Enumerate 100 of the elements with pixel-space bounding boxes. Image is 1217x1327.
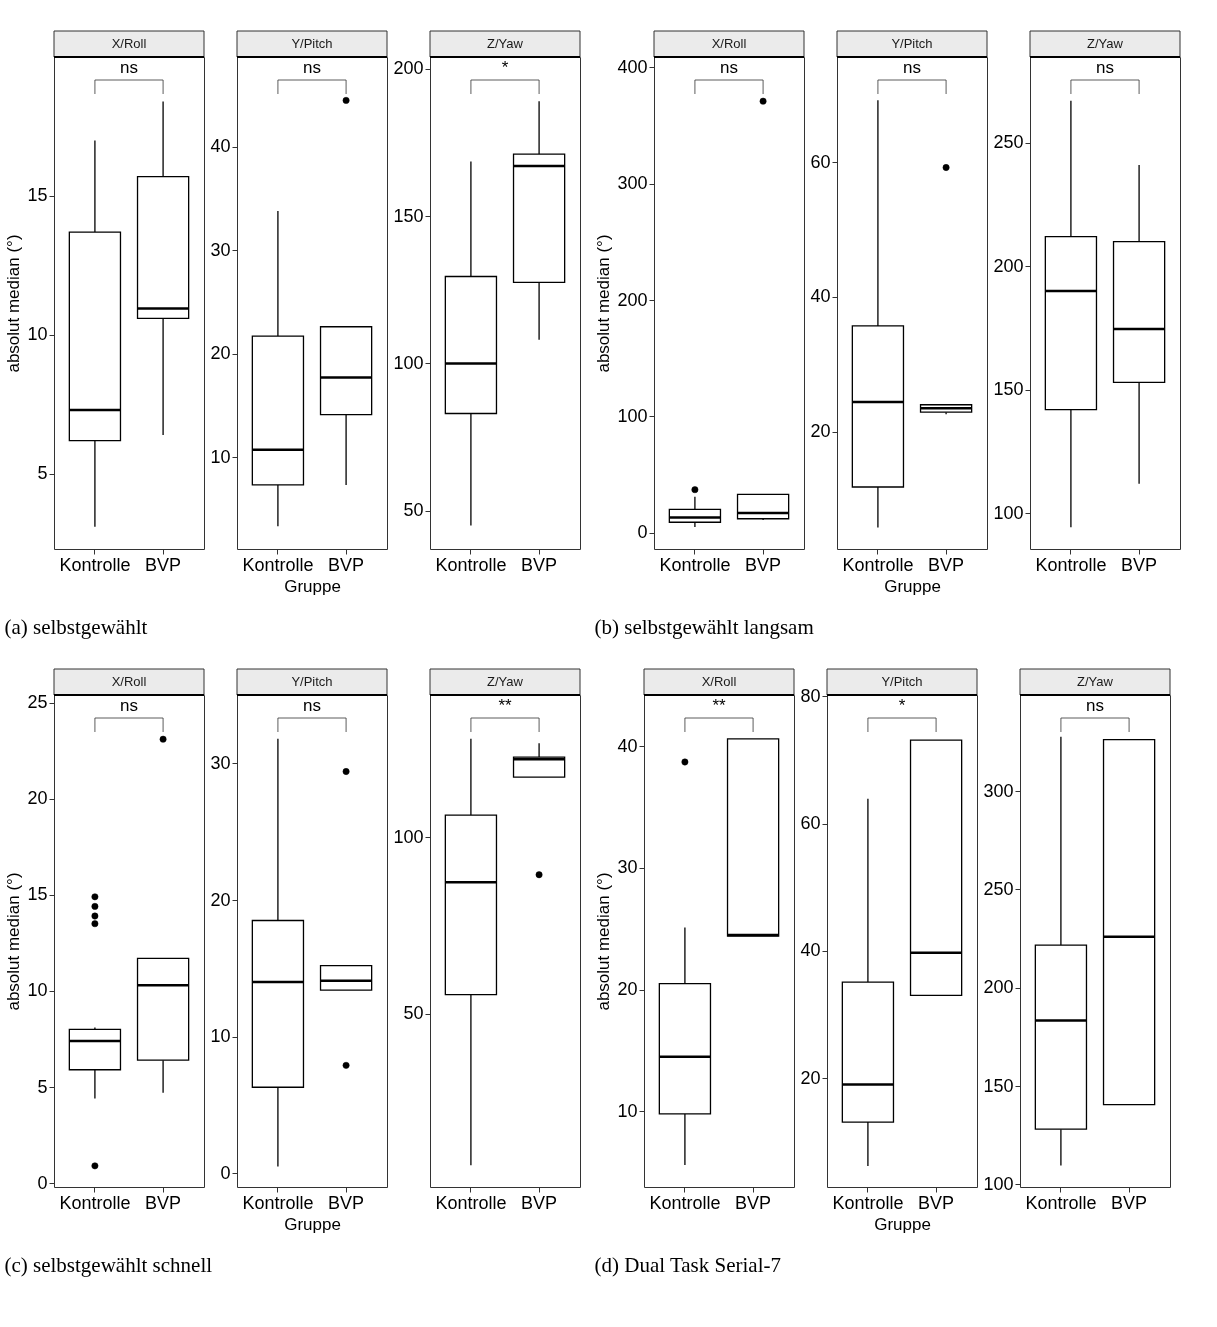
y-tick-label: 30 [210, 239, 231, 260]
y-tick-label: 150 [983, 1075, 1014, 1096]
y-tick-label: 100 [617, 405, 648, 426]
y-axis-title: absolut median (°) [4, 234, 24, 373]
y-tick-label: 100 [393, 352, 424, 373]
annotation: ns [1096, 58, 1114, 77]
annotation: ns [303, 58, 321, 77]
y-tick-label: 250 [993, 132, 1024, 153]
annotation: * [501, 58, 509, 77]
chart-title: Z/Yaw [487, 36, 524, 51]
chart-title: X/Roll [701, 674, 737, 689]
x-tick-label: Kontrolle [242, 554, 314, 575]
chart-title: X/Roll [711, 36, 747, 51]
y-axis-title: absolut median (°) [594, 234, 614, 373]
y-tick-label: 40 [810, 286, 831, 307]
x-tick-label: Kontrolle [59, 554, 131, 575]
x-tick-label: BVP [145, 1192, 182, 1213]
y-tick-label: 30 [210, 752, 231, 773]
y-tick-label: 10 [210, 1026, 231, 1047]
chart-title: X/Roll [111, 674, 147, 689]
y-tick-label: 200 [983, 977, 1014, 998]
x-tick-label: BVP [735, 1192, 772, 1213]
text: (a) selbstgewählt [4, 614, 148, 639]
x-tick-label: Kontrolle [435, 554, 507, 575]
chart-title: Y/Pitch [891, 36, 933, 51]
y-axis-title: absolut median (°) [594, 872, 614, 1011]
text: (b) selbstgewählt langsam [594, 614, 814, 639]
x-tick-label: BVP [328, 1192, 365, 1213]
y-tick-label: 150 [393, 205, 424, 226]
y-tick-label: 40 [210, 136, 231, 157]
y-tick-label: 0 [220, 1162, 231, 1183]
y-tick-label: 50 [403, 1003, 424, 1024]
y-tick-label: 20 [617, 979, 638, 1000]
annotation: ns [120, 696, 138, 715]
y-tick-label: 0 [637, 522, 648, 543]
x-tick-label: BVP [918, 1192, 955, 1213]
x-axis-title: Gruppe [874, 1214, 931, 1234]
y-tick-label: 20 [810, 421, 831, 442]
x-tick-label: BVP [521, 554, 558, 575]
chart-title: Y/Pitch [291, 36, 333, 51]
x-tick-label: Kontrolle [649, 1192, 721, 1213]
chart-title: Z/Yaw [1087, 36, 1124, 51]
x-tick-label: Kontrolle [1025, 1192, 1097, 1213]
annotation: ns [903, 58, 921, 77]
y-tick-label: 30 [617, 857, 638, 878]
chart-title: X/Roll [111, 36, 147, 51]
x-axis-title: Gruppe [884, 576, 941, 596]
x-tick-label: BVP [745, 554, 782, 575]
y-tick-label: 200 [393, 58, 424, 79]
y-tick-label: 300 [983, 780, 1014, 801]
y-tick-label: 10 [27, 980, 48, 1001]
y-tick-label: 20 [210, 343, 231, 364]
y-tick-label: 20 [800, 1067, 821, 1088]
x-tick-label: Kontrolle [842, 554, 914, 575]
y-tick-label: 100 [393, 826, 424, 847]
y-tick-label: 40 [617, 735, 638, 756]
x-tick-label: Kontrolle [59, 1192, 131, 1213]
x-tick-label: BVP [1111, 1192, 1148, 1213]
y-tick-label: 150 [993, 379, 1024, 400]
chart-title: Z/Yaw [1077, 674, 1114, 689]
y-tick-label: 20 [210, 889, 231, 910]
annotation: * [898, 696, 906, 715]
y-tick-label: 20 [27, 788, 48, 809]
chart-title: Z/Yaw [487, 674, 524, 689]
text: (d) Dual Task Serial-7 [594, 1252, 781, 1277]
y-tick-label: 40 [800, 940, 821, 961]
x-tick-label: Kontrolle [659, 554, 731, 575]
y-tick-label: 5 [37, 1076, 48, 1097]
x-tick-label: Kontrolle [242, 1192, 314, 1213]
x-tick-label: Kontrolle [832, 1192, 904, 1213]
y-tick-label: 10 [27, 324, 48, 345]
y-tick-label: 25 [27, 692, 48, 713]
annotation: ns [303, 696, 321, 715]
annotation: ** [712, 696, 726, 715]
x-axis-title: Gruppe [284, 576, 341, 596]
x-tick-label: Kontrolle [435, 1192, 507, 1213]
annotation: ns [1086, 696, 1104, 715]
x-tick-label: Kontrolle [1035, 554, 1107, 575]
annotation: ** [498, 696, 512, 715]
y-tick-label: 100 [983, 1173, 1014, 1194]
y-axis-title: absolut median (°) [4, 872, 24, 1011]
x-tick-label: BVP [521, 1192, 558, 1213]
y-tick-label: 100 [993, 502, 1024, 523]
y-tick-label: 200 [993, 255, 1024, 276]
y-tick-label: 200 [617, 289, 648, 310]
y-tick-label: 60 [800, 813, 821, 834]
y-tick-label: 15 [27, 884, 48, 905]
y-tick-label: 10 [210, 446, 231, 467]
y-tick-label: 250 [983, 878, 1014, 899]
x-tick-label: BVP [328, 554, 365, 575]
x-tick-label: BVP [928, 554, 965, 575]
y-tick-label: 15 [27, 185, 48, 206]
y-tick-label: 400 [617, 56, 648, 77]
text: (c) selbstgewählt schnell [4, 1252, 213, 1277]
y-tick-label: 50 [403, 500, 424, 521]
y-tick-label: 0 [37, 1172, 48, 1193]
x-tick-label: BVP [1121, 554, 1158, 575]
chart-title: Y/Pitch [291, 674, 333, 689]
x-tick-label: BVP [145, 554, 182, 575]
y-tick-label: 60 [810, 151, 831, 172]
